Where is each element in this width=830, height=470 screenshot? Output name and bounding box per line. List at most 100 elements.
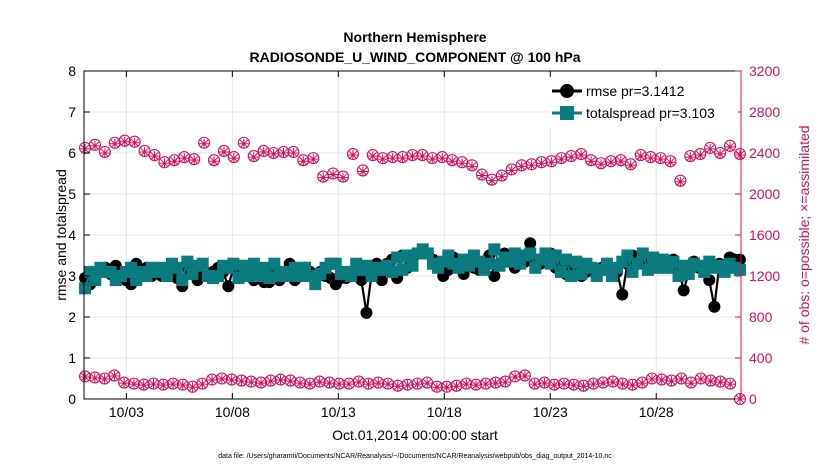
x-axis-label: Oct.01,2014 00:00:00 start — [332, 427, 498, 443]
totalspread-point — [171, 261, 184, 274]
obs-assimilated-point — [397, 153, 408, 164]
rmse-point — [355, 274, 368, 287]
y-axis-left-label: rmse and totalspread — [53, 169, 69, 301]
obs-assimilated-point — [625, 160, 636, 171]
totalspread-point — [667, 255, 680, 268]
obs-assimilated-point — [578, 381, 589, 392]
obs-assimilated-point — [546, 157, 557, 168]
totalspread-point — [232, 272, 245, 285]
totalspread-point — [386, 265, 399, 278]
obs-assimilated-point — [461, 379, 472, 390]
obs-assimilated-point — [149, 151, 160, 162]
totalspread-point — [263, 272, 276, 285]
y-axis-right-ticks: 0 400 800 1200 1600 2000 2400 2800 3200 — [735, 63, 780, 407]
totalspread-point — [733, 263, 746, 276]
totalspread-point — [345, 270, 358, 282]
y-left-tick-label: 6 — [68, 145, 76, 161]
y-axis-left-ticks: 0 1 2 3 4 5 6 7 8 — [68, 63, 90, 407]
obs-assimilated-point — [238, 138, 249, 149]
totalspread-point — [672, 270, 685, 282]
obs-assimilated-point — [605, 157, 616, 168]
totalspread-point — [329, 257, 342, 270]
x-tick-label: 10/28 — [639, 404, 674, 420]
totalspread-point — [488, 243, 501, 256]
obs-assimilated-point — [566, 152, 577, 163]
obs-assimilated-point — [549, 380, 560, 391]
obs-assimilated-point — [536, 158, 547, 169]
obs-assimilated-point — [490, 378, 501, 389]
obs-assimilated-point — [109, 138, 120, 149]
obs-assimilated-point — [318, 172, 329, 183]
obs-assimilated-point — [556, 154, 567, 165]
totalspread-point — [636, 247, 649, 260]
obs-assimilated-point — [725, 379, 736, 390]
obs-assimilated-point — [496, 171, 507, 182]
obs-assimilated-point — [457, 158, 468, 169]
obs-assimilated-point — [189, 155, 200, 166]
totalspread-point — [89, 274, 102, 287]
totalspread-point — [258, 261, 271, 274]
obs-assimilated-point — [559, 379, 570, 390]
x-tick-label: 10/03 — [109, 404, 144, 420]
obs-assimilated-point — [467, 161, 478, 172]
obs-assimilated-point — [392, 381, 403, 392]
obs-assimilated-point — [715, 149, 726, 160]
obs-assimilated-point — [607, 377, 618, 388]
totalspread-point — [176, 274, 189, 287]
totalspread-point — [309, 278, 322, 291]
x-tick-label: 10/18 — [427, 404, 462, 420]
obs-assimilated-point — [99, 148, 110, 158]
totalspread-point — [698, 265, 711, 278]
obs-assimilated-point — [437, 153, 448, 164]
obs-assimilated-point — [328, 169, 339, 180]
obs-assimilated-point — [278, 148, 289, 158]
obs-assimilated-point — [476, 170, 487, 181]
totalspread-point — [539, 247, 552, 260]
obs-assimilated-point — [519, 370, 530, 381]
obs-assimilated-point — [338, 172, 349, 183]
obs-assimilated-point — [169, 156, 180, 167]
obs-assimilated-point — [715, 377, 726, 388]
obs-assimilated-point — [80, 143, 91, 154]
y-left-tick-label: 7 — [68, 104, 76, 120]
obs-assimilated-point — [655, 154, 666, 165]
obs-assimilated-point — [377, 154, 388, 165]
obs-assimilated-point — [695, 150, 706, 161]
obs-assimilated-point — [268, 149, 279, 160]
totalspread-point — [268, 257, 281, 270]
totalspread-point — [641, 263, 654, 276]
totalspread-point — [79, 282, 92, 295]
obs-assimilated-point — [685, 152, 696, 163]
totalspread-point — [360, 259, 373, 272]
totalspread-point — [253, 270, 266, 282]
totalspread-point — [621, 249, 634, 262]
y-right-tick-label: 0 — [749, 391, 757, 407]
totalspread-point — [237, 259, 250, 272]
obs-assimilated-point — [675, 176, 686, 187]
obs-assimilated-point — [343, 379, 354, 390]
y-right-tick-label: 2800 — [749, 104, 780, 120]
obs-assimilated-point — [665, 157, 676, 168]
obs-assimilated-point — [506, 165, 517, 176]
legend-totalspread-label: totalspread pr=3.103 — [586, 105, 715, 121]
obs-assimilated-point — [265, 376, 276, 387]
obs-assimilated-point — [89, 140, 100, 151]
x-tick-label: 10/23 — [533, 404, 568, 420]
obs-assimilated-point — [427, 154, 438, 165]
obs-assimilated-point — [168, 379, 179, 390]
totalspread-point — [565, 270, 578, 282]
totalspread-point — [549, 249, 562, 262]
totalspread-point — [212, 270, 225, 282]
obs-assimilated-point — [539, 378, 550, 389]
rmse-point — [677, 284, 690, 297]
rmse-point — [375, 274, 388, 287]
obs-assimilated-point — [148, 379, 159, 390]
y-left-tick-label: 5 — [68, 186, 76, 202]
y-left-tick-label: 1 — [68, 350, 76, 366]
totalspread-point — [401, 249, 414, 262]
obs-assimilated-point — [285, 376, 296, 387]
totalspread-point — [125, 261, 138, 274]
obs-assimilated-point — [228, 153, 239, 164]
y-left-tick-label: 2 — [68, 309, 76, 325]
obs-assimilated-point — [236, 376, 247, 387]
